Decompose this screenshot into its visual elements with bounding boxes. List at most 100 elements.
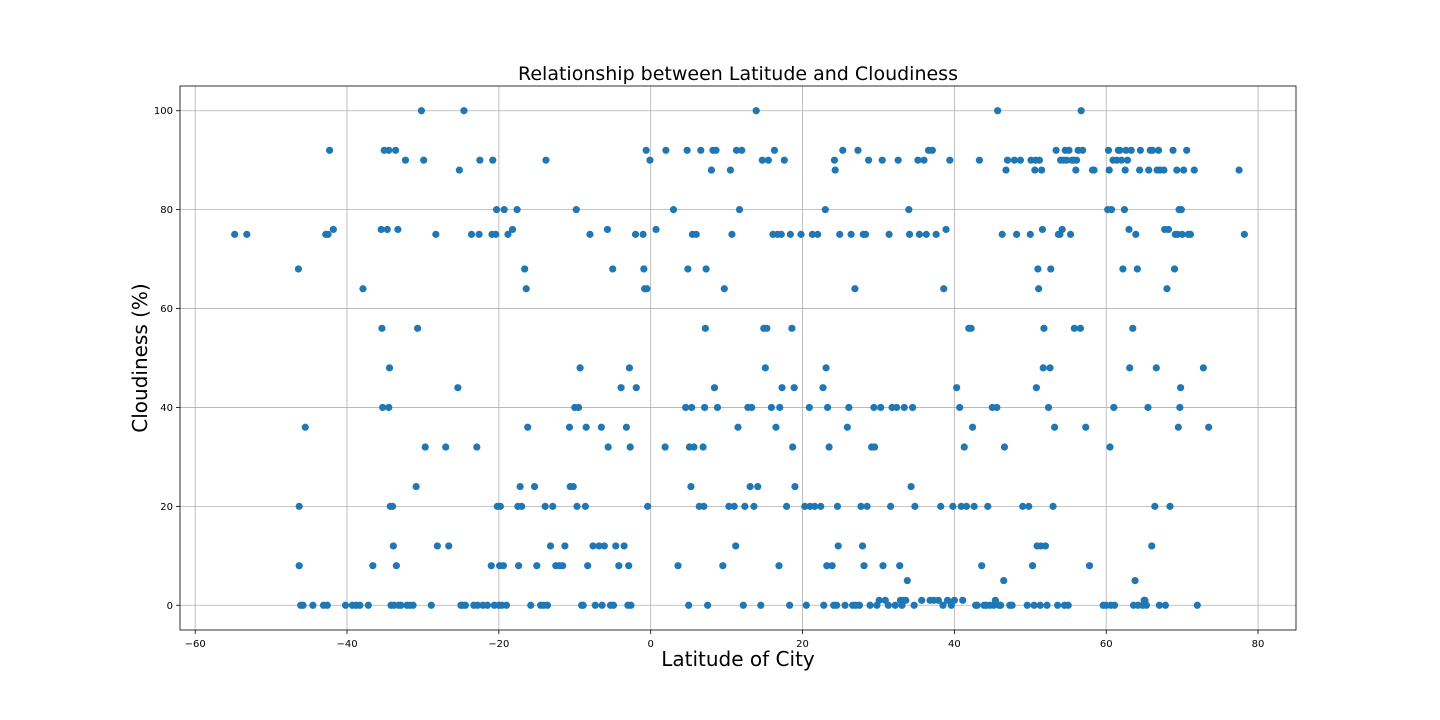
data-point xyxy=(997,601,1005,609)
data-point xyxy=(1032,384,1040,392)
data-point xyxy=(878,156,886,164)
data-point xyxy=(984,502,992,510)
data-point xyxy=(1019,502,1027,510)
data-point xyxy=(1035,285,1043,293)
data-point xyxy=(1133,265,1141,273)
data-point xyxy=(565,423,574,431)
data-point xyxy=(1035,156,1043,164)
data-point xyxy=(584,562,592,570)
data-point xyxy=(763,324,771,332)
data-point xyxy=(754,482,762,491)
data-point xyxy=(1129,324,1137,332)
data-point xyxy=(476,156,484,164)
data-point xyxy=(504,230,512,238)
x-tick-label: 80 xyxy=(1252,639,1265,650)
data-point xyxy=(329,225,337,234)
data-point xyxy=(758,156,766,164)
data-point xyxy=(915,230,924,238)
chart-title: Relationship between Latitude and Cloudi… xyxy=(518,63,958,85)
data-point xyxy=(864,156,873,164)
data-point xyxy=(1000,443,1009,451)
data-point xyxy=(573,502,581,510)
data-point xyxy=(1049,502,1057,510)
data-point xyxy=(863,502,871,510)
data-point xyxy=(295,562,303,570)
data-point xyxy=(231,230,239,238)
data-point xyxy=(752,107,760,115)
data-point xyxy=(467,230,476,238)
data-point xyxy=(1034,265,1042,273)
data-point xyxy=(1160,166,1168,174)
x-tick-label: −20 xyxy=(488,639,509,650)
data-point xyxy=(496,502,504,510)
data-point xyxy=(294,265,303,273)
data-point xyxy=(1205,423,1213,431)
data-point xyxy=(707,166,716,174)
data-point xyxy=(775,562,783,570)
data-point xyxy=(1008,601,1016,609)
data-point xyxy=(385,146,393,154)
data-point xyxy=(902,596,910,604)
data-point xyxy=(1152,364,1160,372)
data-point xyxy=(819,384,827,392)
data-point xyxy=(943,596,952,604)
data-point xyxy=(728,230,736,238)
data-point xyxy=(1199,364,1207,372)
data-point xyxy=(1144,403,1152,412)
data-point xyxy=(385,403,393,412)
data-point xyxy=(1010,156,1018,164)
data-point xyxy=(1136,166,1144,174)
data-point xyxy=(893,403,901,412)
data-point xyxy=(1013,230,1021,238)
data-point xyxy=(854,146,862,154)
data-point xyxy=(914,156,922,164)
data-point xyxy=(823,562,831,570)
data-point xyxy=(688,403,696,412)
data-point xyxy=(885,230,893,238)
data-point xyxy=(911,502,919,510)
data-point xyxy=(1145,166,1153,174)
data-point xyxy=(640,265,648,273)
data-point xyxy=(761,364,769,372)
data-point xyxy=(786,230,794,238)
data-point xyxy=(1120,206,1129,214)
data-point xyxy=(1003,156,1012,164)
data-point xyxy=(1177,384,1185,392)
data-point xyxy=(1063,156,1071,164)
data-point xyxy=(389,542,397,550)
data-point xyxy=(420,156,428,164)
data-point xyxy=(814,230,822,238)
data-point xyxy=(836,230,844,238)
data-point xyxy=(1082,423,1090,431)
data-point xyxy=(620,542,628,550)
data-point xyxy=(934,596,943,604)
data-point xyxy=(1085,562,1094,570)
data-point xyxy=(777,230,785,238)
data-point xyxy=(500,206,508,214)
data-point xyxy=(1193,601,1201,609)
data-points xyxy=(231,107,1248,609)
data-point xyxy=(928,146,936,154)
data-point xyxy=(1148,542,1156,550)
data-point xyxy=(572,206,580,214)
data-point xyxy=(1002,166,1010,174)
data-point xyxy=(701,324,709,332)
data-point xyxy=(970,502,978,510)
data-point xyxy=(1052,146,1060,154)
data-point xyxy=(726,166,735,174)
data-point xyxy=(661,443,669,451)
y-tick-label: 40 xyxy=(160,403,173,414)
data-point xyxy=(541,502,549,510)
data-point xyxy=(712,146,720,154)
data-point xyxy=(1116,146,1124,154)
data-point xyxy=(843,423,851,431)
data-point xyxy=(1142,601,1151,609)
data-point xyxy=(461,601,470,609)
data-point xyxy=(356,601,364,609)
data-point xyxy=(1036,601,1044,609)
data-point xyxy=(750,502,758,510)
data-point xyxy=(1131,576,1139,585)
data-point xyxy=(704,601,712,609)
data-point xyxy=(1105,166,1113,174)
data-point xyxy=(967,324,975,332)
